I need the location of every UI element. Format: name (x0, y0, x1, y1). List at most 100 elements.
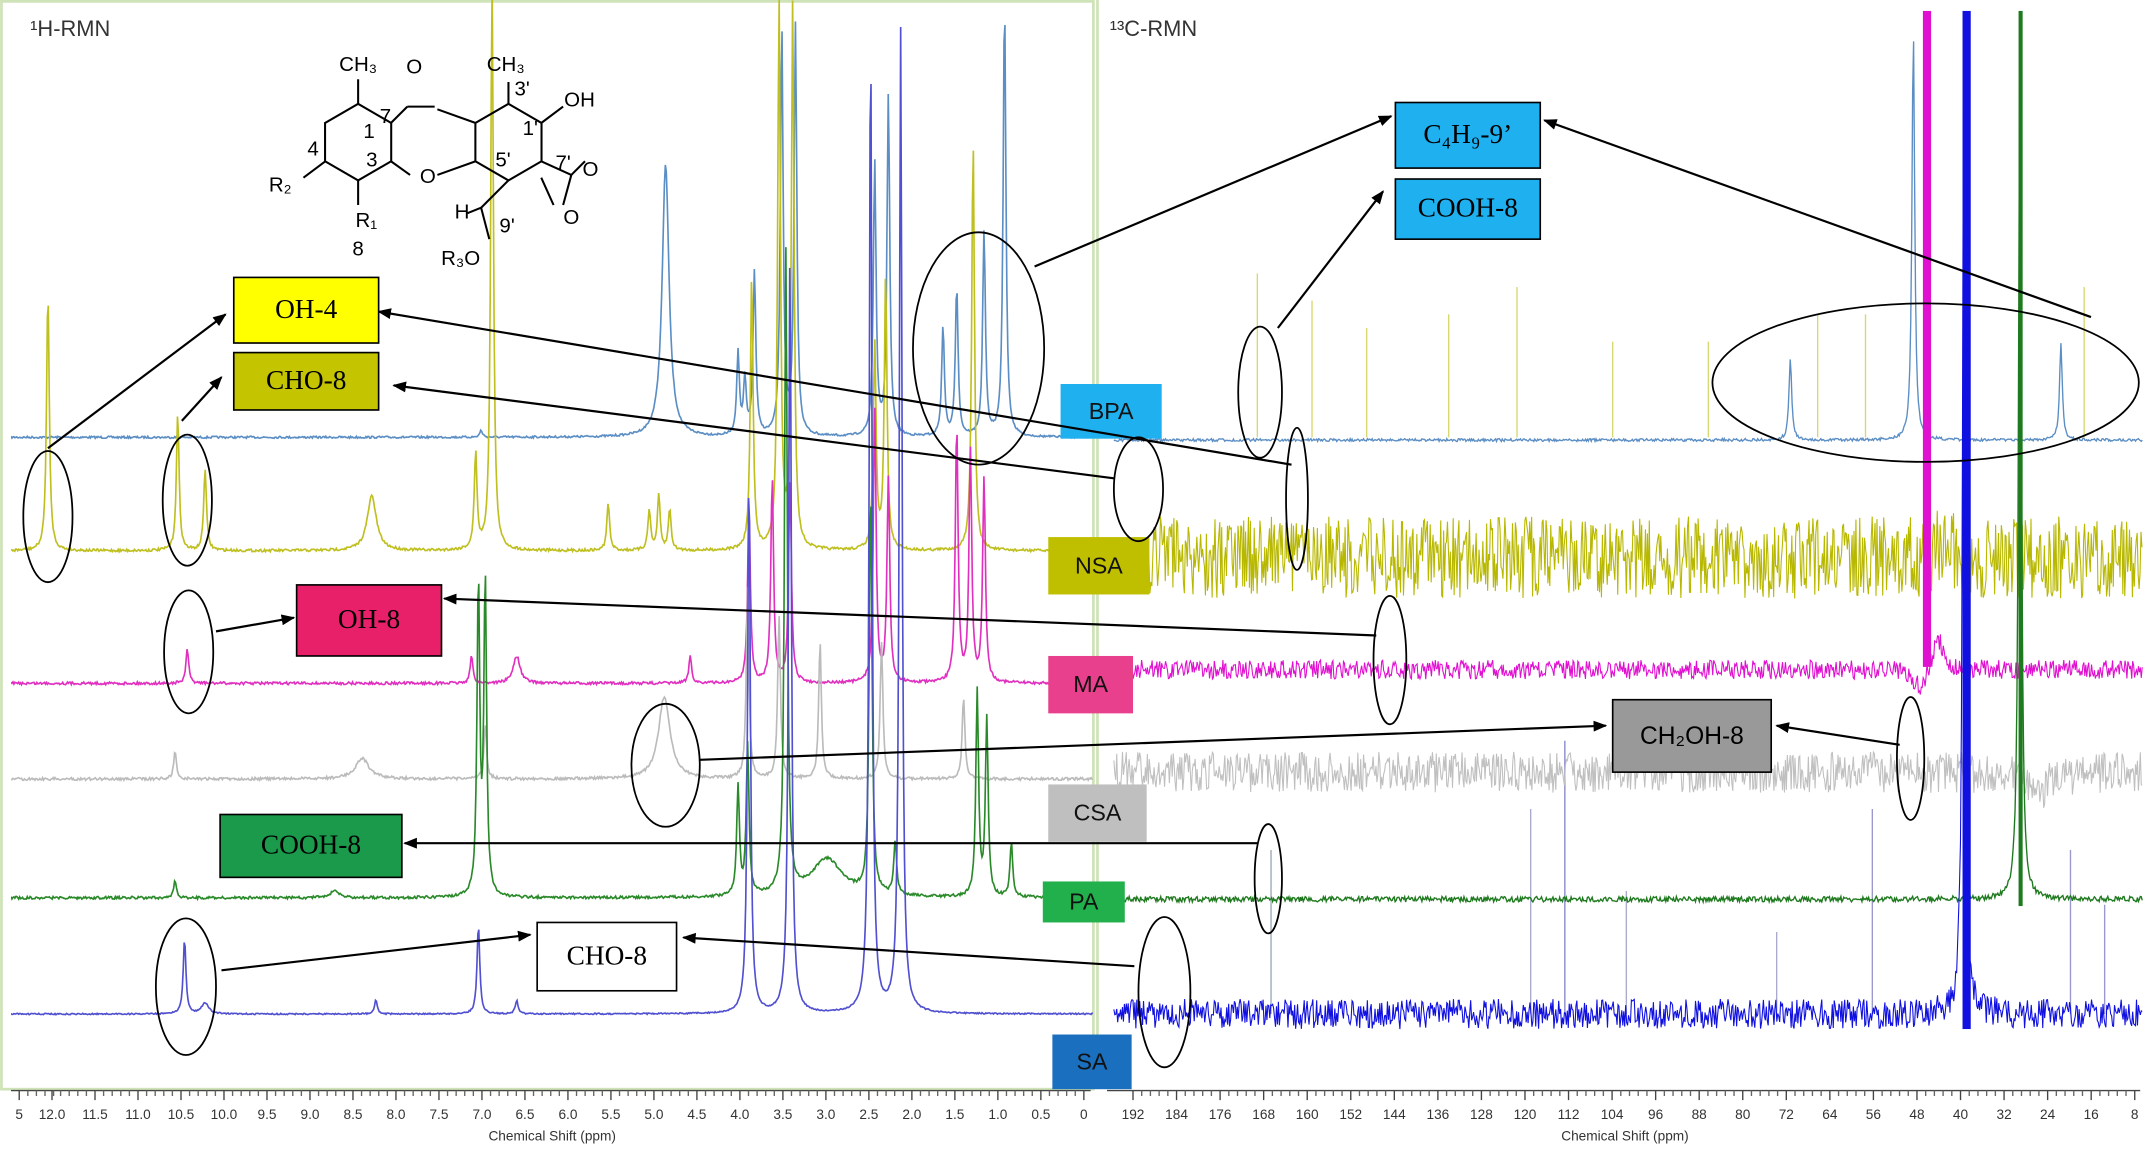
bond (540, 105, 564, 124)
structure-label: OH (564, 89, 595, 112)
spectrum-trace (11, 27, 1094, 1016)
highlight-ellipse (22, 450, 74, 584)
x-tick-label: 160 (1296, 1107, 1319, 1122)
annotation-arrow (1276, 190, 1384, 329)
spectra-c (1113, 10, 2143, 1030)
x-tick-label: 16 (2084, 1107, 2099, 1122)
structure-label: CH₃ (339, 53, 377, 76)
x-tick-label: 5.5 (601, 1107, 620, 1122)
structure-label: 7 (380, 105, 391, 128)
annotation-box (536, 921, 678, 992)
annotation-label: CHO-8 (567, 940, 647, 970)
annotation-arrow (392, 381, 1115, 480)
x-tick-label: 56 (1866, 1107, 1881, 1122)
bond (467, 206, 482, 215)
x-tick-label: 4.5 (687, 1107, 706, 1122)
x-tick-label: 2.0 (902, 1107, 921, 1122)
bond (570, 160, 586, 176)
sample-label: MA (1073, 671, 1108, 697)
x-tick-label: 11.5 (82, 1107, 108, 1122)
annotation-box (1394, 178, 1542, 240)
structure-label: 5' (495, 149, 510, 172)
x-tick-label: 6.0 (558, 1107, 577, 1122)
bond (480, 207, 491, 240)
structure-label: 8 (352, 237, 363, 260)
x-tick-label: 144 (1383, 1107, 1406, 1122)
x-tick-label: 9.5 (257, 1107, 276, 1122)
spectrum-trace (1113, 76, 2143, 1030)
x-tick-label: 8 (2131, 1107, 2139, 1122)
x-tick-label: 120 (1514, 1107, 1537, 1122)
sample-label: PA (1069, 888, 1099, 914)
x-tick-label: 64 (1822, 1107, 1838, 1122)
structure-label: O (420, 165, 436, 188)
x-tick-label: 5 (15, 1107, 23, 1122)
annotation-label: OH-4 (275, 294, 338, 324)
annotation-arrow (221, 930, 532, 972)
x-tick-label: 96 (1648, 1107, 1663, 1122)
solvent-line (1962, 10, 1971, 1030)
x-tick-label: 24 (2040, 1107, 2056, 1122)
annotation-label: COOH-8 (261, 830, 361, 860)
annotation-box (232, 276, 380, 344)
spectrum-trace (11, 407, 1094, 687)
annotation-arrow (377, 308, 1292, 466)
structure-label: R₂ (269, 173, 292, 196)
annotation-label: CH₂OH-8 (1640, 723, 1744, 750)
spectrum-trace (1113, 31, 2143, 905)
x-tick-label: 152 (1339, 1107, 1362, 1122)
x-tick-label: 4.0 (730, 1107, 749, 1122)
bond (390, 160, 411, 176)
structure-label: O (582, 158, 598, 181)
structure-label: H (455, 201, 470, 224)
panel-title: ¹H-RMN (30, 16, 110, 41)
x-tick-label: 168 (1252, 1107, 1275, 1122)
structure-label: O (406, 56, 422, 79)
bond (390, 105, 409, 124)
x-axis-label: Chemical Shift (ppm) (1561, 1129, 1689, 1144)
x-tick-label: 32 (1996, 1107, 2011, 1122)
highlight-ellipse (163, 589, 215, 715)
annotation-box (1394, 101, 1542, 169)
x-tick-label: 0.5 (1031, 1107, 1050, 1122)
structure-label: 7' (555, 151, 570, 174)
x-tick-label: 8.5 (343, 1107, 362, 1122)
bond (540, 177, 555, 206)
x-tick-label: 88 (1692, 1107, 1707, 1122)
x-tick-label: 40 (1953, 1107, 1969, 1122)
highlight-ellipse (1137, 916, 1192, 1069)
x-tick-label: 48 (1909, 1107, 1924, 1122)
spectrum-trace (1113, 41, 2143, 444)
solvent-line (1922, 10, 1932, 667)
annotation-label: COOH-8 (1418, 193, 1518, 223)
x-tick-label: 128 (1470, 1107, 1493, 1122)
annotation-box (219, 813, 403, 879)
spectra-h (11, 0, 1094, 1016)
x-tick-label: 184 (1165, 1107, 1188, 1122)
annotation-box (1611, 698, 1773, 773)
x-tick-label: 7.5 (429, 1107, 448, 1122)
structure-label: 3' (514, 78, 529, 101)
highlight-ellipse (1372, 594, 1408, 726)
highlight-ellipse (1112, 436, 1164, 543)
annotation-arrow (442, 593, 1377, 637)
sample-label-box (1048, 655, 1133, 714)
chemical-structure (302, 79, 586, 240)
x-tick-label: 1.5 (945, 1107, 964, 1122)
highlight-ellipse (630, 702, 701, 828)
sample-label-box (1042, 881, 1125, 923)
bond (437, 160, 477, 176)
highlight-ellipse (1285, 426, 1309, 571)
sample-label-box (1048, 784, 1147, 842)
x-axis-label: Chemical Shift (ppm) (488, 1129, 616, 1144)
annotation-arrow (1775, 722, 1900, 746)
bond (437, 108, 477, 124)
sample-label: SA (1077, 1048, 1108, 1074)
structure-label: 1 (363, 120, 374, 143)
x-tick-label: 12.0 (39, 1107, 66, 1122)
annotation-arrow (1034, 115, 1393, 268)
x-tick-label: 3.0 (816, 1107, 835, 1122)
structure-label: R₃O (441, 247, 480, 270)
annotation-box (232, 351, 380, 411)
